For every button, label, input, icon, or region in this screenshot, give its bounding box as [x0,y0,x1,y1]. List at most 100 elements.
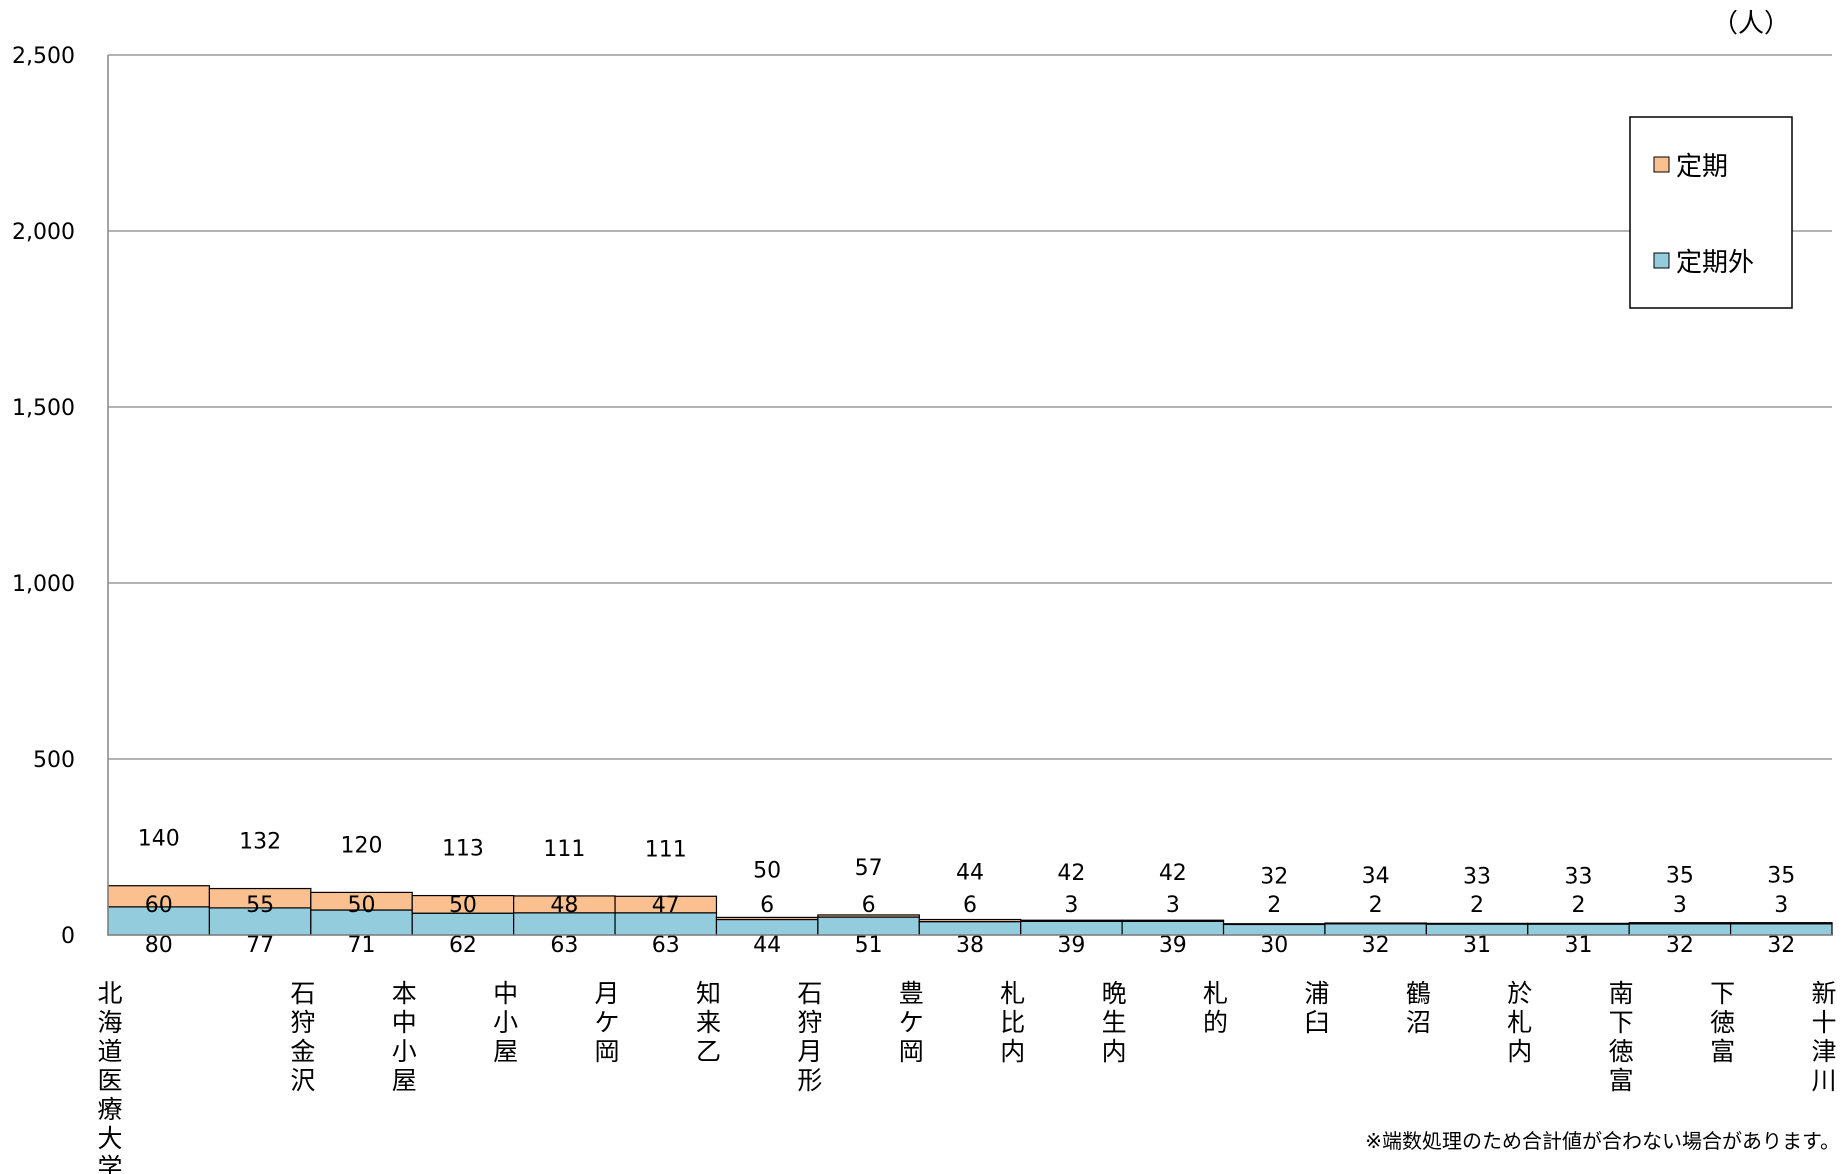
legend: 定期 定期外 [1629,116,1793,309]
data-label-teikigai: 63 [652,933,680,958]
legend-swatch-teikigai [1653,252,1670,269]
bar-teiki [1324,922,1427,925]
legend-label-teikigai: 定期外 [1676,248,1754,278]
data-label-total: 120 [341,833,383,858]
bar-teiki [1527,922,1630,925]
bar-teiki [1020,919,1123,922]
x-category-label: 月ケ岡 [595,979,620,1066]
bars [107,885,1833,936]
data-label-teiki: 6 [760,893,774,918]
data-label-teikigai: 32 [1362,933,1390,958]
data-label-teikigai: 38 [956,933,984,958]
x-category-label: 鶴沼 [1406,979,1431,1037]
bar-teiki [614,895,718,914]
data-label-teikigai: 80 [145,933,173,958]
data-label-total: 140 [138,827,180,852]
data-label-teiki: 3 [1673,893,1687,918]
x-category-label: 知来乙 [696,979,721,1066]
y-tick-label: 500 [33,748,75,773]
x-category-label: 札的 [1203,979,1228,1037]
data-label-teikigai: 63 [550,933,578,958]
data-label-teikigai: 39 [1159,933,1187,958]
x-category-label: 於札内 [1507,979,1532,1066]
data-label-total: 132 [239,830,281,855]
data-label-teiki: 55 [246,893,274,918]
data-label-teikigai: 44 [753,933,781,958]
data-label-teiki: 48 [550,893,578,918]
data-label-total: 33 [1564,864,1592,889]
data-label-teikigai: 30 [1260,933,1288,958]
data-label-total: 111 [645,837,687,862]
data-label-teikigai: 62 [449,933,477,958]
data-label-teikigai: 31 [1564,933,1592,958]
bar-teiki [1729,922,1833,925]
data-label-total: 35 [1767,864,1795,889]
data-label-teikigai: 51 [855,933,883,958]
data-label-teikigai: 71 [348,933,376,958]
x-category-label: 浦臼 [1304,979,1329,1037]
data-label-total: 42 [1057,861,1085,886]
data-label-teikigai: 32 [1767,933,1795,958]
data-label-total: 44 [956,861,984,886]
x-category-label: 石狩金沢 [290,979,315,1095]
data-label-teiki: 2 [1267,893,1281,918]
x-category-label: 本中小屋 [392,979,417,1095]
data-label-teiki: 50 [348,893,376,918]
data-label-teiki: 3 [1064,893,1078,918]
data-label-teiki: 60 [145,893,173,918]
bar-teiki [1425,922,1529,925]
data-label-teiki: 50 [449,893,477,918]
x-category-label: 豊ケ岡 [899,979,924,1066]
data-label-teiki: 6 [963,893,977,918]
y-tick-label: 1,500 [12,396,75,421]
data-label-teiki: 6 [862,893,876,918]
legend-box [1629,116,1793,309]
bar-teiki [1628,922,1732,925]
data-label-total: 111 [543,837,585,862]
y-tick-label: 1,000 [12,572,75,597]
data-label-teiki: 47 [652,893,680,918]
data-label-total: 32 [1260,865,1288,890]
x-category-label: 中小屋 [493,979,518,1066]
x-category-label: 晩生内 [1102,979,1127,1066]
x-category-label: 石狩月形 [797,979,822,1095]
data-labels: 8060140775513271501206250113634811163471… [138,827,1796,958]
x-category-label: 札比内 [1000,979,1025,1066]
axes [107,55,1832,936]
data-label-total: 34 [1362,864,1390,889]
data-label-teiki: 2 [1571,893,1585,918]
x-category-label: 北海道医療大学 [97,979,122,1174]
bar-teiki [1121,919,1225,922]
legend-label-teiki: 定期 [1676,152,1728,182]
x-category-label: 下徳富 [1710,979,1735,1066]
legend-swatch-teiki [1653,156,1670,173]
data-label-teikigai: 31 [1463,933,1491,958]
x-category-label: 新十津川 [1811,979,1836,1095]
data-label-teikigai: 39 [1057,933,1085,958]
gridlines [108,54,1832,760]
x-axis-category-labels: 北海道医療大学 石狩金沢 本中小屋 中小屋 月ケ岡 知来乙 石狩月形 豊ケ岡 札比内 晩生内 札的 浦… [97,979,1836,1174]
y-axis-unit-label: （人） [1712,9,1790,39]
data-label-total: 35 [1666,864,1694,889]
data-label-teikigai: 77 [246,933,274,958]
data-label-teiki: 3 [1166,893,1180,918]
y-tick-label: 2,000 [12,220,75,245]
data-label-teiki: 2 [1470,893,1484,918]
data-label-teiki: 3 [1774,893,1788,918]
data-label-total: 42 [1159,861,1187,886]
bar-teiki [1222,923,1326,926]
data-label-teikigai: 32 [1666,933,1694,958]
y-tick-label: 2,500 [12,44,75,69]
data-label-total: 33 [1463,864,1491,889]
data-label-total: 50 [753,858,781,883]
data-label-teiki: 2 [1369,893,1383,918]
data-label-total: 57 [855,856,883,881]
data-label-total: 113 [442,837,484,862]
x-category-label: 南下徳富 [1609,979,1634,1095]
y-tick-label: 0 [61,924,75,949]
bar-teiki [918,918,1022,923]
rounding-note: ※端数処理のため合計値が合わない場合があります。 [1365,1129,1840,1153]
y-axis-ticks: 0 500 1,000 1,500 2,000 2,500 [12,44,75,949]
bar-teikigai [107,906,211,936]
